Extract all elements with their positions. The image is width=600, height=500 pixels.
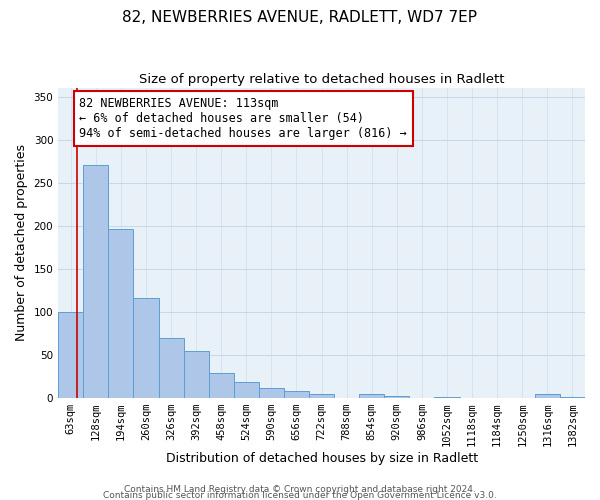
Bar xyxy=(234,382,259,398)
Text: Contains public sector information licensed under the Open Government Licence v3: Contains public sector information licen… xyxy=(103,490,497,500)
Text: Contains HM Land Registry data © Crown copyright and database right 2024.: Contains HM Land Registry data © Crown c… xyxy=(124,484,476,494)
Bar xyxy=(158,338,184,398)
X-axis label: Distribution of detached houses by size in Radlett: Distribution of detached houses by size … xyxy=(166,452,478,465)
Bar xyxy=(560,397,585,398)
Bar xyxy=(359,394,385,398)
Bar xyxy=(184,350,209,398)
Bar xyxy=(434,397,460,398)
Bar xyxy=(133,298,158,398)
Bar xyxy=(209,373,234,398)
Bar xyxy=(309,394,334,398)
Title: Size of property relative to detached houses in Radlett: Size of property relative to detached ho… xyxy=(139,72,505,86)
Bar xyxy=(259,388,284,398)
Bar xyxy=(58,312,83,398)
Bar xyxy=(284,391,309,398)
Text: 82, NEWBERRIES AVENUE, RADLETT, WD7 7EP: 82, NEWBERRIES AVENUE, RADLETT, WD7 7EP xyxy=(122,10,478,25)
Y-axis label: Number of detached properties: Number of detached properties xyxy=(15,144,28,342)
Bar xyxy=(83,166,109,398)
Bar xyxy=(109,229,133,398)
Text: 82 NEWBERRIES AVENUE: 113sqm
← 6% of detached houses are smaller (54)
94% of sem: 82 NEWBERRIES AVENUE: 113sqm ← 6% of det… xyxy=(79,96,407,140)
Bar xyxy=(535,394,560,398)
Bar xyxy=(385,396,409,398)
